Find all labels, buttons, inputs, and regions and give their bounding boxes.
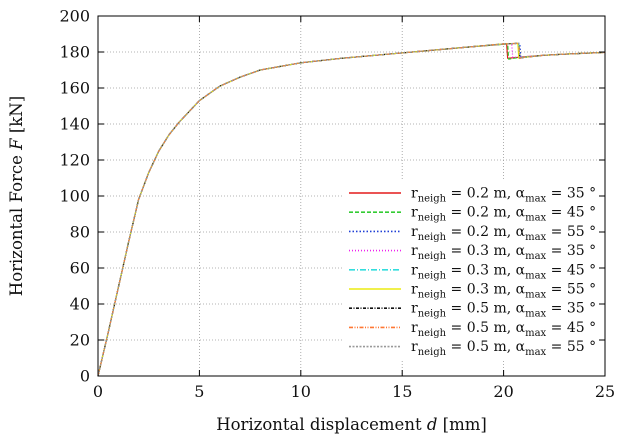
legend-entry-9: rneigh = 0.5 m, αmax = 55 ° <box>349 339 596 358</box>
x-axis-label-text: Horizontal displacement <box>216 415 422 434</box>
grid-lines <box>98 16 605 376</box>
y-tick-label: 80 <box>70 223 90 242</box>
y-tick-label: 60 <box>70 259 90 278</box>
legend-entry-4: rneigh = 0.3 m, αmax = 35 ° <box>349 243 596 262</box>
series-line-9 <box>97 42 606 377</box>
legend-label: rneigh = 0.5 m, αmax = 45 ° <box>411 320 596 339</box>
y-tick-label: 200 <box>59 7 90 26</box>
legend-label: rneigh = 0.3 m, αmax = 45 ° <box>411 262 596 281</box>
x-axis-label: Horizontal displacement d [mm] <box>216 415 487 434</box>
legend-label: rneigh = 0.5 m, αmax = 55 ° <box>411 339 596 358</box>
legend-entry-8: rneigh = 0.5 m, αmax = 45 ° <box>349 320 596 339</box>
y-axis-label: Horizontal Force F [kN] <box>7 96 26 296</box>
y-tick-label: 180 <box>59 43 90 62</box>
x-tick-label: 5 <box>194 382 204 401</box>
legend-entry-1: rneigh = 0.2 m, αmax = 35 ° <box>349 186 596 205</box>
legend-label: rneigh = 0.2 m, αmax = 55 ° <box>411 224 596 243</box>
y-axis-label-unit: [kN] <box>7 96 26 133</box>
legend-entry-7: rneigh = 0.5 m, αmax = 35 ° <box>349 301 596 320</box>
x-tick-label: 20 <box>493 382 513 401</box>
y-tick-label: 140 <box>59 115 90 134</box>
legend-entry-5: rneigh = 0.3 m, αmax = 45 ° <box>349 262 596 281</box>
y-tick-label: 120 <box>59 151 90 170</box>
legend-entry-2: rneigh = 0.2 m, αmax = 45 ° <box>349 205 596 224</box>
x-axis-label-unit: [mm] <box>443 415 487 434</box>
axis-ticks: 0 5 10 15 20 25 0 20 40 60 80 100 120 140 160 180 200 <box>59 7 615 402</box>
x-tick-label: 25 <box>595 382 615 401</box>
y-tick-label: 40 <box>70 295 90 314</box>
y-axis-label-symbol: F <box>7 138 26 151</box>
legend: rneigh = 0.2 m, αmax = 35 °rneigh = 0.2 … <box>343 181 601 360</box>
x-tick-label: 15 <box>392 382 412 401</box>
legend-label: rneigh = 0.3 m, αmax = 35 ° <box>411 243 596 262</box>
series-lines <box>97 42 606 377</box>
legend-entry-3: rneigh = 0.2 m, αmax = 55 ° <box>349 224 596 243</box>
x-axis-label-symbol: d <box>427 415 438 434</box>
legend-entry-6: rneigh = 0.3 m, αmax = 55 ° <box>349 282 596 301</box>
legend-label: rneigh = 0.2 m, αmax = 35 ° <box>411 186 596 205</box>
y-tick-label: 160 <box>59 79 90 98</box>
y-tick-label: 100 <box>59 187 90 206</box>
x-tick-label: 0 <box>93 382 103 401</box>
legend-label: rneigh = 0.5 m, αmax = 35 ° <box>411 301 596 320</box>
legend-label: rneigh = 0.3 m, αmax = 55 ° <box>411 282 596 301</box>
legend-label: rneigh = 0.2 m, αmax = 45 ° <box>411 205 596 224</box>
y-tick-label: 20 <box>70 331 90 350</box>
x-tick-label: 10 <box>291 382 311 401</box>
y-axis-label-text: Horizontal Force <box>7 155 26 296</box>
y-tick-label: 0 <box>80 367 90 386</box>
